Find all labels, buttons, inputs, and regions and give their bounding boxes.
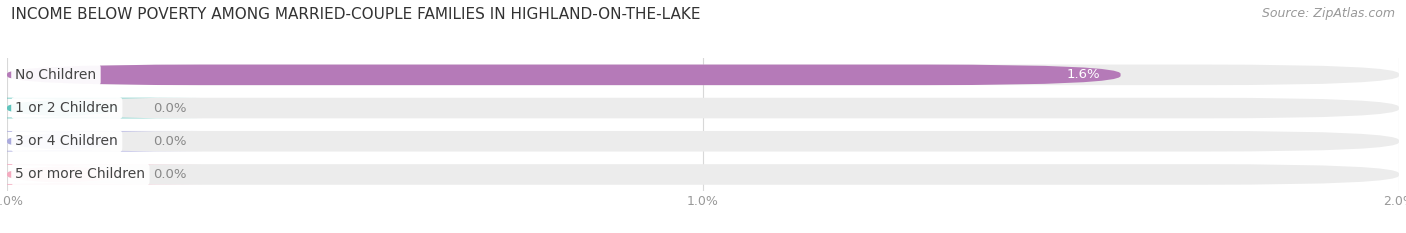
Text: INCOME BELOW POVERTY AMONG MARRIED-COUPLE FAMILIES IN HIGHLAND-ON-THE-LAKE: INCOME BELOW POVERTY AMONG MARRIED-COUPL… — [11, 7, 700, 22]
Text: 3 or 4 Children: 3 or 4 Children — [15, 134, 118, 148]
Text: Source: ZipAtlas.com: Source: ZipAtlas.com — [1261, 7, 1395, 20]
Text: 0.0%: 0.0% — [153, 168, 187, 181]
Text: 1.6%: 1.6% — [1066, 68, 1099, 81]
FancyBboxPatch shape — [7, 65, 1121, 85]
Text: 0.0%: 0.0% — [153, 135, 187, 148]
FancyBboxPatch shape — [7, 65, 1399, 85]
Text: 5 or more Children: 5 or more Children — [15, 168, 145, 182]
FancyBboxPatch shape — [7, 131, 1399, 151]
FancyBboxPatch shape — [0, 131, 201, 151]
Text: 1 or 2 Children: 1 or 2 Children — [15, 101, 118, 115]
FancyBboxPatch shape — [7, 98, 1399, 118]
FancyBboxPatch shape — [0, 164, 201, 185]
Text: 0.0%: 0.0% — [153, 102, 187, 115]
Text: No Children: No Children — [15, 68, 97, 82]
FancyBboxPatch shape — [0, 98, 201, 118]
FancyBboxPatch shape — [7, 164, 1399, 185]
